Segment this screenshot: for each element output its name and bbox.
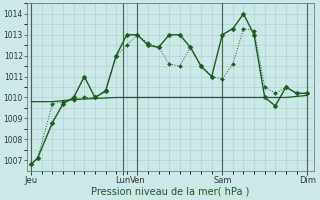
X-axis label: Pression niveau de la mer( hPa ): Pression niveau de la mer( hPa ) — [91, 187, 250, 197]
